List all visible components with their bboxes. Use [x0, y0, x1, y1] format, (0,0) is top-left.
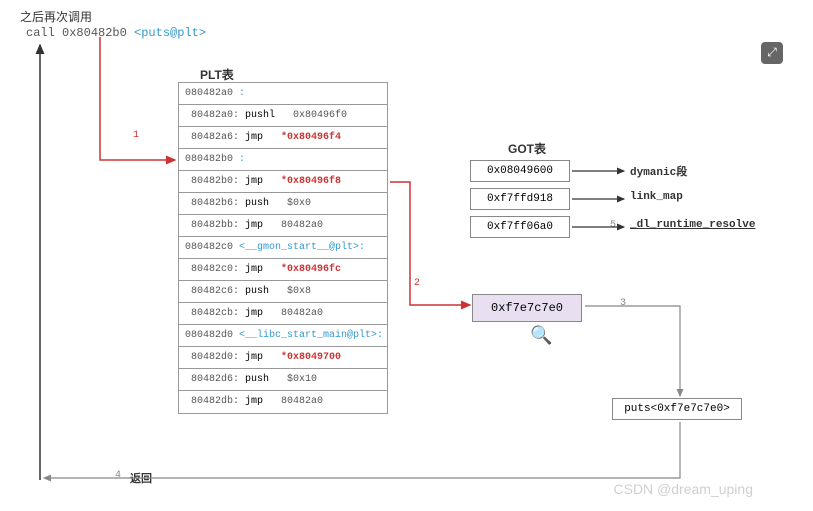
call-addr: 0x80482b0	[62, 26, 127, 40]
plt-row: 080482a0 :	[179, 83, 387, 105]
plt-row: 80482b6: push $0x0	[179, 193, 387, 215]
highlight-value: 0xf7e7c7e0	[472, 294, 582, 322]
plt-row: 080482d0 <__libc_start_main@plt>:	[179, 325, 387, 347]
got-label-2: _dl_runtime_resolve	[630, 219, 755, 231]
plt-row: 80482d6: push $0x10	[179, 369, 387, 391]
got-label-0: dymanic段	[630, 163, 687, 179]
plt-row: 080482c0 <__gmon_start__@plt>:	[179, 237, 387, 259]
got-entry-2: 0xf7ff06a0	[470, 216, 570, 238]
step-2: 2	[414, 278, 420, 289]
plt-row: 80482a0: pushl 0x80496f0	[179, 105, 387, 127]
got-label-1: link_map	[630, 191, 683, 203]
plt-title: PLT表	[200, 66, 234, 83]
step-4: 4	[115, 470, 121, 481]
result-box: puts<0xf7e7c7e0>	[612, 398, 742, 420]
got-entry-0: 0x08049600	[470, 160, 570, 182]
step-5: 5	[610, 220, 616, 231]
got-entry-1: 0xf7ffd918	[470, 188, 570, 210]
call-prefix: call	[26, 26, 62, 40]
expand-icon[interactable]: ⤢	[761, 42, 783, 64]
plt-row: 80482a6: jmp *0x80496f4	[179, 127, 387, 149]
plt-row: 80482b0: jmp *0x80496f8	[179, 171, 387, 193]
watermark: CSDN @dream_uping	[614, 481, 754, 497]
step-3: 3	[620, 298, 626, 309]
plt-row: 80482db: jmp 80482a0	[179, 391, 387, 413]
arrows-overlay	[0, 0, 813, 511]
call-line: call 0x80482b0 <puts@plt>	[26, 26, 206, 40]
magnifier-icon: 🔍	[530, 325, 552, 347]
plt-row: 80482d0: jmp *0x8049700	[179, 347, 387, 369]
plt-row: 80482c6: push $0x8	[179, 281, 387, 303]
return-label: 返回	[130, 470, 152, 486]
plt-row: 80482cb: jmp 80482a0	[179, 303, 387, 325]
plt-row: 80482c0: jmp *0x80496fc	[179, 259, 387, 281]
step-1: 1	[133, 130, 139, 141]
plt-row: 080482b0 :	[179, 149, 387, 171]
title-zh: 之后再次调用	[20, 8, 92, 25]
got-title: GOT表	[508, 140, 546, 157]
plt-row: 80482bb: jmp 80482a0	[179, 215, 387, 237]
call-sym: <puts@plt>	[134, 26, 206, 40]
plt-table: 080482a0 : 80482a0: pushl 0x80496f0 8048…	[178, 82, 388, 414]
